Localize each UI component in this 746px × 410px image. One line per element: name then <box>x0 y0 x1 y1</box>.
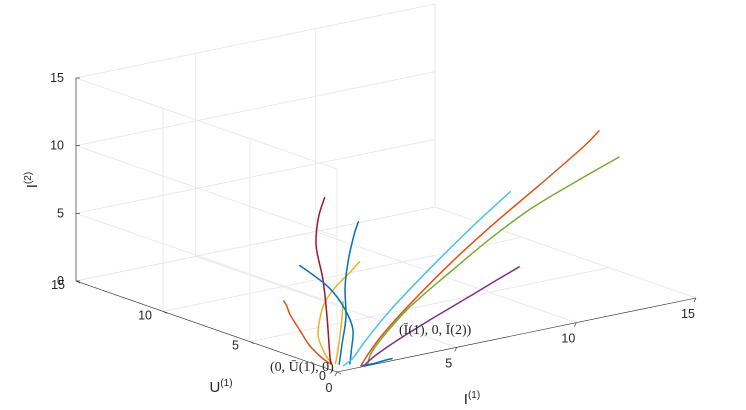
x-tick-mark <box>334 371 338 377</box>
series-line-1 <box>282 300 330 365</box>
grid-line <box>75 138 436 214</box>
axes <box>75 77 697 377</box>
grid-line <box>75 77 338 170</box>
series-line-3 <box>334 300 344 365</box>
grid-line <box>75 212 338 305</box>
series-line-9 <box>367 156 620 364</box>
axis-labels: I(1) U(1) I(2) <box>23 172 480 408</box>
grid-line <box>75 206 436 282</box>
z-tick-label: 0 <box>57 274 64 288</box>
grid-line <box>434 206 697 299</box>
x-axis-label: I(1) <box>464 390 480 408</box>
annotation-i-bar: (Ī(1), 0, Ī(2)) <box>399 322 472 338</box>
grid-line <box>162 236 523 312</box>
y-tick-label: 15 <box>51 278 65 292</box>
grid-line <box>75 145 338 238</box>
series-line-5 <box>338 221 360 365</box>
grid-line <box>315 231 577 324</box>
y-tick-mark <box>249 341 255 344</box>
y-axis-label: U(1) <box>209 378 232 396</box>
y-tick-label: 10 <box>138 308 152 322</box>
x-tick-label: 5 <box>445 356 452 370</box>
x-tick-label: 0 <box>326 381 333 395</box>
series-line-2 <box>317 260 361 364</box>
x-tick-mark <box>693 297 697 303</box>
y-tick-label: 5 <box>232 339 239 353</box>
z-tick-label: 5 <box>57 206 64 220</box>
series-line-10 <box>360 130 600 366</box>
grid-line <box>75 71 436 147</box>
annotation-u-bar: (0, Ū(1), 0) <box>270 359 334 375</box>
grid-line <box>75 3 436 79</box>
z-tick-label: 10 <box>50 139 64 153</box>
y-tick-mark <box>336 371 342 375</box>
grid <box>75 3 697 373</box>
series-line-4 <box>315 196 332 365</box>
y-axis-line <box>75 280 338 373</box>
z-tick-label: 15 <box>50 71 64 85</box>
y-tick-label: 0 <box>319 369 326 383</box>
series-lines <box>282 130 620 367</box>
z-axis-label: I(2) <box>23 172 41 188</box>
x-tick-mark <box>574 322 577 327</box>
x-tick-label: 15 <box>681 307 695 321</box>
grid-line <box>249 267 610 343</box>
x-axis-line <box>336 297 697 373</box>
series-line-8 <box>342 191 511 367</box>
annotations: (0, Ū(1), 0) (Ī(1), 0, Ī(2)) <box>270 322 472 375</box>
y-tick-mark <box>75 280 81 284</box>
series-line-11 <box>363 266 520 367</box>
x-tick-label: 10 <box>561 332 575 346</box>
series-line-6 <box>299 264 354 365</box>
x-tick-mark <box>454 347 457 352</box>
y-tick-mark <box>162 311 168 314</box>
